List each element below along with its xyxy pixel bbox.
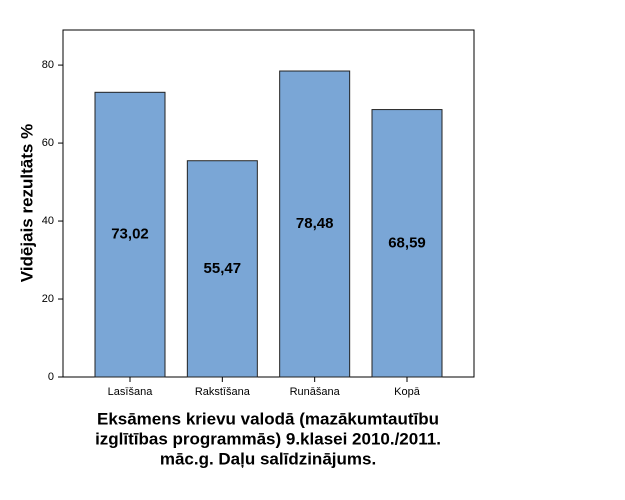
bar [371, 109, 443, 378]
value-label: 78,48 [296, 215, 334, 232]
x-tick-label: Rakstīšana [195, 386, 251, 398]
value-label: 68,59 [388, 234, 426, 251]
x-tick-label: Lasīšana [108, 386, 154, 398]
y-tick-label: 80 [42, 59, 54, 71]
y-tick-label: 20 [42, 293, 54, 305]
x-axis-label: izglītības programmās) 9.klasei 2010./20… [95, 429, 441, 448]
x-axis-label: Eksāmens krievu valodā (mazākumtautību [97, 409, 439, 428]
y-tick-label: 40 [42, 215, 54, 227]
bar [186, 160, 258, 378]
y-axis-label: Vidējais rezultāts % [17, 124, 36, 282]
bar [279, 70, 351, 378]
y-tick-label: 0 [48, 371, 54, 383]
value-label: 73,02 [111, 226, 149, 243]
x-tick-label: Runāšana [290, 386, 341, 398]
y-tick-label: 60 [42, 137, 54, 149]
x-axis-label: māc.g. Daļu salīdzinājums. [160, 449, 376, 468]
x-tick-label: Kopā [394, 386, 421, 398]
value-label: 55,47 [204, 260, 242, 277]
